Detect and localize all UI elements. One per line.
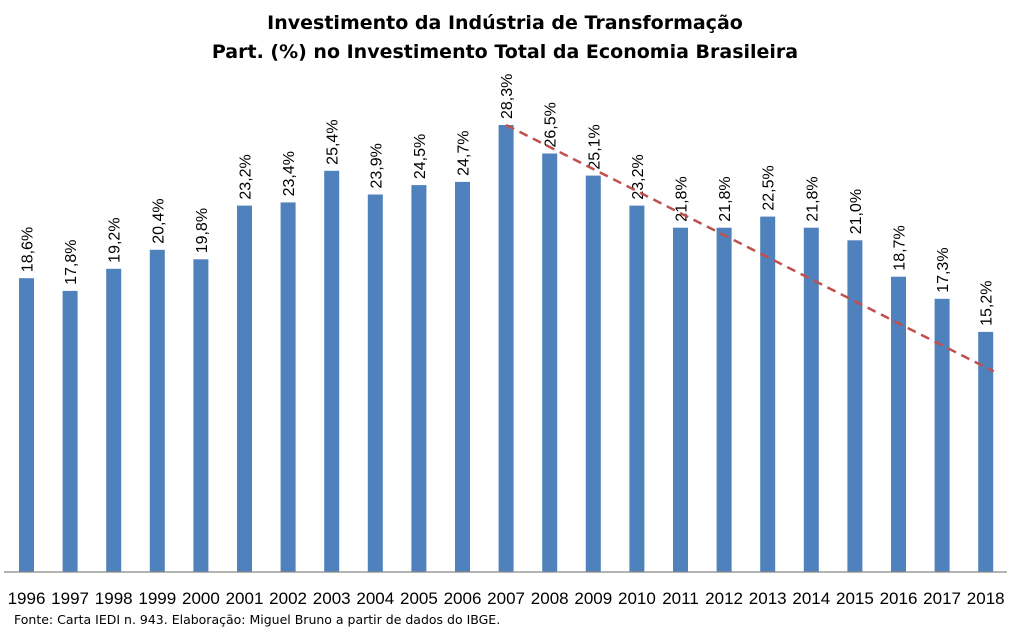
data-label-2002: 23,4%	[281, 151, 298, 196]
bars-group	[19, 125, 994, 573]
bar-2011	[673, 227, 688, 572]
data-label-2012: 21,8%	[717, 176, 734, 221]
data-label-2014: 21,8%	[804, 176, 821, 221]
x-tick-2016: 2016	[880, 589, 918, 608]
x-tick-1999: 1999	[138, 589, 176, 608]
data-label-1998: 19,2%	[107, 217, 124, 262]
bar-2001	[237, 205, 252, 572]
data-label-2007: 28,3%	[499, 74, 516, 119]
data-label-2010: 23,2%	[630, 154, 647, 199]
bar-2010	[629, 205, 645, 572]
data-label-2011: 21,8%	[674, 176, 691, 221]
bar-2008	[542, 153, 558, 572]
x-tick-2011: 2011	[662, 589, 699, 608]
bar-2016	[891, 276, 906, 572]
x-tick-labels-group: 1996 1997 1998 1999 2000 2001 2002 2003 2004 2005…	[8, 589, 1005, 608]
bar-1998	[106, 268, 122, 572]
data-label-2015: 21,0%	[848, 189, 865, 234]
x-tick-1996: 1996	[8, 589, 46, 608]
x-tick-2001: 2001	[226, 589, 264, 608]
bar-2005	[411, 185, 427, 572]
data-label-2004: 23,9%	[368, 143, 385, 188]
bar-2013	[760, 216, 776, 572]
data-label-2018: 15,2%	[979, 281, 996, 326]
x-tick-2000: 2000	[182, 589, 220, 608]
data-label-2013: 22,5%	[761, 165, 778, 210]
bar-2014	[803, 227, 819, 572]
chart-subtitle: Part. (%) no Investimento Total da Econo…	[212, 41, 798, 63]
data-label-2003: 25,4%	[325, 119, 342, 164]
x-tick-2017: 2017	[923, 589, 961, 608]
data-label-1997: 17,8%	[63, 240, 80, 285]
bar-2002	[280, 202, 296, 572]
data-label-2005: 24,5%	[412, 134, 429, 179]
bar-2007	[498, 125, 514, 572]
bar-2012	[716, 227, 732, 572]
trendline	[505, 123, 995, 373]
data-label-2008: 26,5%	[543, 102, 560, 147]
data-label-2009: 25,1%	[586, 124, 603, 169]
x-tick-1997: 1997	[51, 589, 89, 608]
x-tick-2007: 2007	[487, 589, 525, 608]
x-tick-2002: 2002	[269, 589, 307, 608]
bar-2004	[367, 194, 383, 572]
x-tick-2008: 2008	[531, 589, 569, 608]
x-tick-2015: 2015	[836, 589, 874, 608]
x-tick-2004: 2004	[356, 589, 394, 608]
data-label-2000: 19,8%	[194, 208, 211, 253]
data-label-2016: 18,7%	[892, 225, 909, 270]
x-tick-2018: 2018	[967, 589, 1005, 608]
x-tick-2005: 2005	[400, 589, 438, 608]
x-tick-2014: 2014	[792, 589, 830, 608]
bar-2018	[978, 331, 994, 572]
bar-2000	[193, 259, 209, 572]
bar-2015	[847, 240, 863, 573]
bar-2009	[585, 175, 601, 572]
data-label-1996: 18,6%	[20, 227, 37, 272]
source-note: Fonte: Carta IEDI n. 943. Elaboração: Mi…	[14, 612, 500, 627]
data-label-2001: 23,2%	[238, 154, 255, 199]
chart-title: Investimento da Indústria de Transformaç…	[267, 12, 743, 34]
x-tick-1998: 1998	[95, 589, 133, 608]
x-tick-2009: 2009	[574, 589, 612, 608]
x-tick-2006: 2006	[444, 589, 482, 608]
data-labels-group: 18,6% 17,8% 19,2% 20,4% 19,8% 23,2% 23,4% 25,4%…	[20, 74, 996, 326]
bar-1999	[149, 249, 165, 573]
data-label-1999: 20,4%	[150, 198, 167, 243]
bar-1996	[19, 278, 34, 572]
bar-2003	[324, 170, 340, 573]
x-tick-2010: 2010	[618, 589, 656, 608]
x-tick-2012: 2012	[705, 589, 743, 608]
bar-1997	[62, 290, 78, 572]
bar-2006	[455, 181, 470, 572]
data-label-2017: 17,3%	[935, 247, 952, 292]
x-tick-2003: 2003	[313, 589, 351, 608]
bar-2017	[934, 298, 950, 572]
trendline-group	[505, 123, 995, 373]
data-label-2006: 24,7%	[456, 131, 473, 176]
x-tick-2013: 2013	[749, 589, 787, 608]
